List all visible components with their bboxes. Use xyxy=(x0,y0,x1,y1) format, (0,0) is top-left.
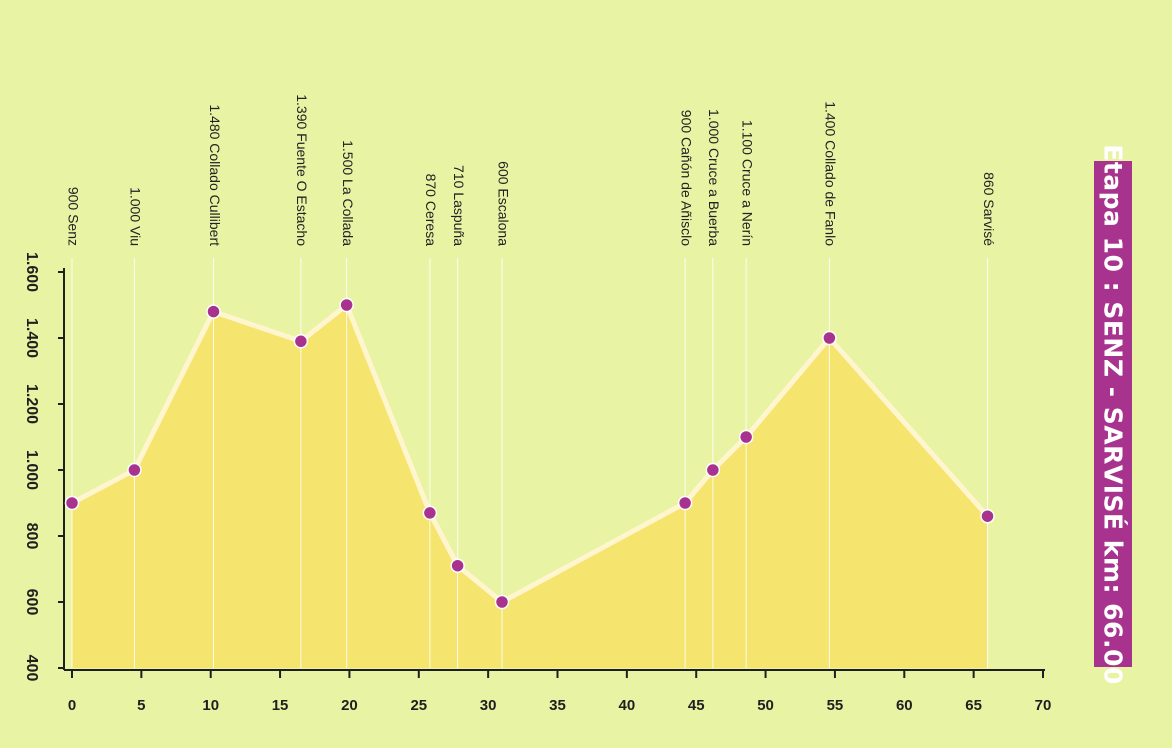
waypoint-label: 710 Laspuña xyxy=(451,165,467,246)
y-tick-label: 1.000 xyxy=(23,450,40,490)
x-tick-label: 10 xyxy=(202,697,219,714)
waypoint-marker xyxy=(293,334,309,349)
x-tick-label: 25 xyxy=(410,697,427,714)
waypoint-marker xyxy=(422,505,438,521)
x-tick-label: 65 xyxy=(965,697,982,714)
x-tick-label: 45 xyxy=(688,697,705,714)
waypoint-label: 600 Escalona xyxy=(495,161,511,246)
y-tick-label: 800 xyxy=(23,523,40,550)
waypoint-label: 900 Cañón de Añisclo xyxy=(678,110,694,246)
x-tick-label: 5 xyxy=(137,697,145,714)
x-tick-label: 55 xyxy=(827,697,844,714)
y-tick-label: 600 xyxy=(23,589,40,616)
x-tick-label: 50 xyxy=(757,697,774,714)
waypoint-labels-layer: 900 Senz 1.000 Viu 1.480 Collado Cullibert… xyxy=(65,94,997,246)
waypoint-marker xyxy=(127,462,142,478)
x-tick-label: 20 xyxy=(341,697,358,714)
waypoint-label: 860 Sarvisé xyxy=(981,172,997,246)
waypoint-marker xyxy=(705,462,721,478)
x-tick-label: 30 xyxy=(480,697,497,714)
waypoint-label: 1.390 Fuente O Estacho xyxy=(294,94,310,246)
x-tick-label: 40 xyxy=(619,697,636,714)
waypoint-marker xyxy=(450,558,465,573)
waypoint-label: 1.500 La Collada xyxy=(340,140,356,246)
waypoint-marker xyxy=(738,429,754,445)
waypoint-marker xyxy=(677,495,693,511)
y-tick-label: 1.400 xyxy=(23,318,40,358)
waypoint-marker xyxy=(822,330,837,346)
waypoint-marker xyxy=(339,297,354,313)
axes-layer: 0 5 10 15 20 25 30 35 40 45 50 55 60 65 70 400 600 800 1.0… xyxy=(23,252,1051,714)
waypoint-marker xyxy=(64,495,80,511)
waypoint-marker xyxy=(206,304,221,319)
x-tick-label: 35 xyxy=(549,697,566,714)
stage-title-banner: Etapa 10 : SENZ - SARVISÉ km: 66.00 xyxy=(1094,144,1132,684)
waypoint-label: 1.000 Viu xyxy=(128,187,144,246)
waypoint-label: 1.000 Cruce a Buerba xyxy=(706,109,722,246)
waypoint-label: 900 Senz xyxy=(65,187,81,246)
waypoint-label: 1.100 Cruce a Nerín xyxy=(739,120,755,246)
markers-layer xyxy=(64,297,995,610)
waypoint-label: 1.400 Collado de Fanlo xyxy=(823,101,839,246)
x-tick-label: 15 xyxy=(272,697,289,714)
x-tick-label: 70 xyxy=(1035,697,1052,714)
waypoint-label: 870 Ceresa xyxy=(423,174,439,247)
waypoint-label: 1.480 Collado Cullibert xyxy=(207,104,223,246)
y-tick-label: 400 xyxy=(23,655,40,682)
y-tick-label: 1.200 xyxy=(23,384,40,424)
stage-title: Etapa 10 : SENZ - SARVISÉ km: 66.00 xyxy=(1098,143,1128,685)
waypoint-marker xyxy=(494,594,510,610)
y-tick-label: 1.600 xyxy=(23,252,40,292)
x-tick-label: 0 xyxy=(68,697,76,714)
leader-lines-layer xyxy=(71,258,989,668)
waypoint-marker xyxy=(980,508,995,524)
x-tick-label: 60 xyxy=(896,697,913,714)
